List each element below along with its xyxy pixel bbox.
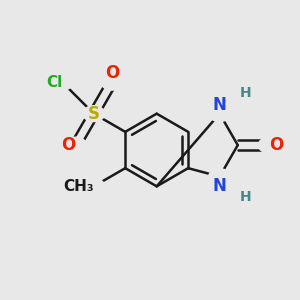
Text: O: O: [269, 136, 284, 154]
Ellipse shape: [65, 137, 86, 153]
Text: H: H: [239, 190, 251, 204]
Ellipse shape: [209, 106, 230, 122]
Text: O: O: [105, 64, 119, 82]
Ellipse shape: [101, 74, 123, 90]
Ellipse shape: [83, 106, 105, 122]
Text: O: O: [61, 136, 76, 154]
Text: N: N: [213, 96, 226, 114]
Ellipse shape: [51, 74, 73, 90]
Ellipse shape: [83, 178, 105, 194]
Text: S: S: [88, 105, 100, 123]
Text: Cl: Cl: [46, 75, 62, 90]
Text: H: H: [239, 86, 251, 100]
Ellipse shape: [209, 169, 230, 184]
Text: N: N: [213, 177, 226, 195]
Text: CH₃: CH₃: [63, 179, 94, 194]
Ellipse shape: [258, 137, 280, 153]
